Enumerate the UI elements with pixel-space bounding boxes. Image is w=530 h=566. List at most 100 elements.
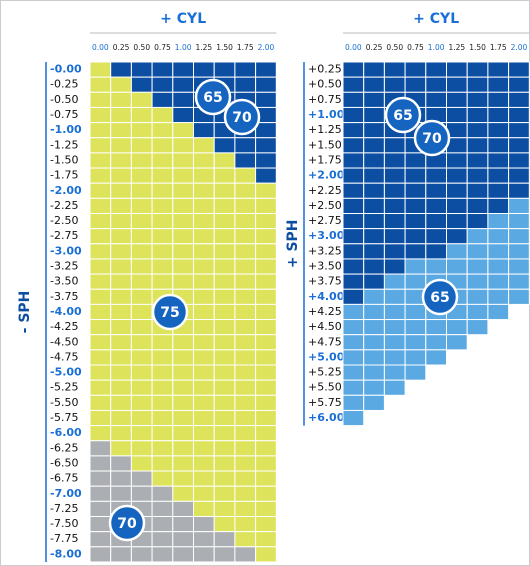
cell [425,213,447,230]
cell [383,364,406,381]
row-label: -0.25 [50,78,78,91]
cell [342,76,365,93]
cell [234,76,257,93]
cell [234,531,257,548]
cell [193,167,215,184]
cell [383,182,406,199]
cell [342,197,365,215]
cell [425,243,447,260]
cell [193,273,215,290]
column-label: 1.25 [195,43,212,52]
cell [89,182,112,199]
cell [487,258,510,275]
cell [234,364,257,381]
cell [255,394,277,411]
cell [213,394,236,411]
cell [342,152,365,169]
cell [255,197,277,215]
cell [110,546,132,563]
cell [151,531,174,548]
cell [404,152,427,169]
column-label: 0.75 [407,43,424,52]
cell [193,425,215,442]
column-label: 1.50 [216,43,233,52]
cell [213,531,236,548]
cell [172,364,195,381]
cell [151,228,174,245]
cell [363,258,385,275]
cell [342,61,365,78]
cell [172,152,195,169]
cell [110,455,132,472]
row-label: -5.50 [50,396,78,409]
cell [193,137,215,154]
cell [404,76,427,93]
cell [383,167,406,184]
cell [151,379,174,396]
cell [342,91,365,108]
row-label: -6.00 [50,426,82,439]
cell [404,213,427,230]
row-label: -3.00 [50,244,82,257]
cell [151,455,174,472]
row-label: -1.50 [50,153,78,166]
cell [110,364,132,381]
column-label: 0.25 [366,43,383,52]
cell [363,91,385,108]
cell [151,546,174,563]
cell [466,91,489,108]
cell [234,546,257,563]
cell [89,76,112,93]
cell [234,455,257,472]
column-label: 0.00 [345,43,362,52]
cell [89,470,112,487]
cell [172,379,195,396]
cell [151,213,174,230]
cell [89,152,112,169]
cell [234,409,257,427]
cell [508,273,530,290]
cell [363,349,385,366]
cell [383,288,406,305]
cell [487,122,510,139]
cell [363,288,385,305]
cell [363,213,385,230]
cell [255,258,277,275]
row-label: +3.50 [308,260,342,273]
cell [508,243,530,260]
cell [193,334,215,351]
cell [89,258,112,275]
row-label: +4.75 [308,335,342,348]
cell [487,243,510,260]
cell [172,258,195,275]
cell [404,228,427,245]
row-label: -0.00 [50,63,82,76]
cell [466,182,489,199]
badge-label: 70 [422,131,442,147]
cell [383,137,406,154]
cell [342,137,365,154]
cell [466,152,489,169]
row-label: -1.75 [50,169,78,182]
badge-label: 70 [117,516,137,532]
cell [193,213,215,230]
cell [193,364,215,381]
cell [404,197,427,215]
cell [193,394,215,411]
cell [363,243,385,260]
cell [89,546,112,563]
cell [363,319,385,336]
cell [466,137,489,154]
cell [234,197,257,215]
cell [508,228,530,245]
cell [508,76,530,93]
cell [89,334,112,351]
cell [234,273,257,290]
cell [446,167,468,184]
cell [130,319,153,336]
badge-label: 75 [160,305,179,321]
cell [172,197,195,215]
cell [213,349,236,366]
cell [466,76,489,93]
cell [342,409,365,427]
